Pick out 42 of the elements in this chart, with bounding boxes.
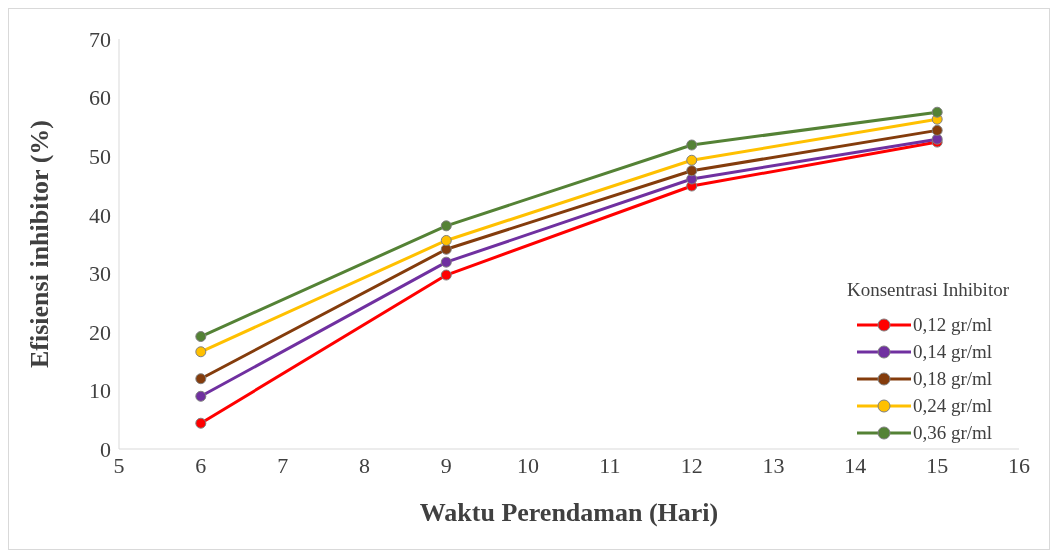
y-tick-label: 10	[89, 378, 111, 404]
y-axis-title: Efisiensi inhibitor (%)	[25, 119, 55, 369]
point	[686, 165, 698, 177]
legend-label: 0,12 gr/ml	[912, 313, 993, 336]
point	[686, 154, 698, 166]
y-tick-label: 40	[89, 202, 111, 228]
point	[195, 390, 207, 402]
y-tick-label: 50	[89, 143, 111, 169]
legend-label: 0,24 gr/ml	[912, 394, 993, 417]
x-tick-label: 13	[762, 452, 785, 478]
x-tick-label: 5	[113, 452, 125, 478]
x-tick-label: 9	[440, 452, 452, 478]
x-tick-label: 14	[844, 452, 867, 478]
x-axis-title: Waktu Perendaman (Hari)	[419, 498, 719, 527]
point	[931, 106, 943, 118]
point	[195, 346, 207, 358]
x-tick-label: 12	[680, 452, 703, 478]
point	[931, 124, 943, 136]
point	[440, 220, 452, 232]
legend-title: Konsentrasi Inhibitor	[846, 279, 1009, 301]
y-tick-label: 60	[89, 85, 111, 111]
point	[195, 373, 207, 385]
point	[686, 139, 698, 151]
x-tick-label: 6	[195, 452, 207, 478]
x-tick-label: 8	[358, 452, 370, 478]
y-tick-label: 20	[89, 319, 111, 345]
x-tick-label: 10	[517, 452, 540, 478]
x-tick-label: 11	[599, 452, 621, 478]
point	[440, 269, 452, 281]
x-tick-label: 7	[277, 452, 289, 478]
x-tick-label: 16	[1008, 452, 1030, 478]
x-tick-label: 15	[926, 452, 949, 478]
legend-label: 0,14 gr/ml	[912, 340, 993, 363]
y-tick-label: 70	[89, 26, 111, 52]
point	[440, 256, 452, 268]
point	[195, 417, 207, 429]
y-tick-label: 30	[89, 261, 111, 287]
y-tick-label: 0	[100, 436, 111, 462]
legend-label: 0,18 gr/ml	[912, 367, 993, 390]
legend-label: 0,36 gr/ml	[912, 421, 993, 444]
point	[195, 331, 207, 343]
point	[440, 234, 452, 246]
